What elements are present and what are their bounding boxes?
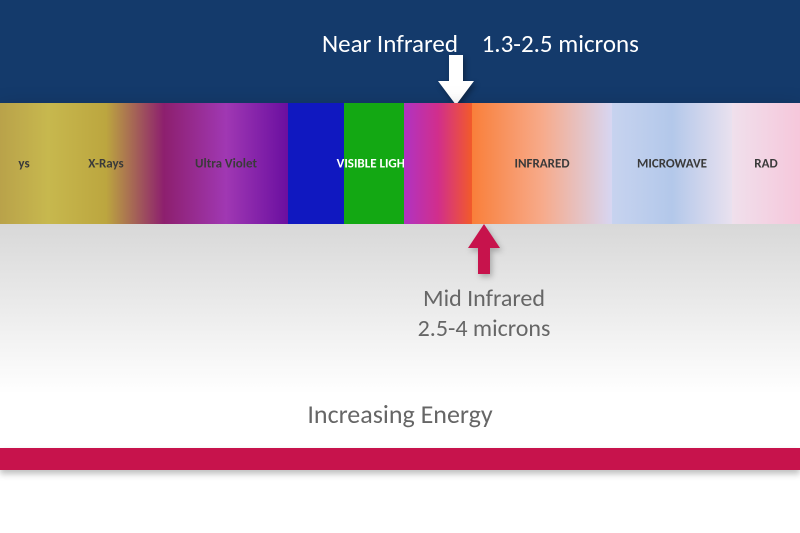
segment-radio: RAD [732, 103, 800, 224]
segment-label-gamma: ys [18, 156, 29, 171]
spectrum-strip: ys X-Rays Ultra Violet VISIBLE LIGHT INFRARE… [0, 103, 800, 224]
segment-micro: MICROWAVE [612, 103, 732, 224]
segment-xrays: X-Rays [48, 103, 164, 224]
lower-panel [0, 224, 800, 533]
segment-label-ir: INFRARED [514, 156, 569, 171]
spectrum-diagram: Near Infrared 1.3-2.5 microns ys X-Rays Ul… [0, 0, 800, 533]
segment-label-xrays: X-Rays [88, 156, 124, 171]
segment-label-visible: VISIBLE LIGHT [337, 156, 412, 171]
segment-vis-red [404, 103, 472, 224]
mid-infrared-range: 2.5-4 microns [418, 314, 551, 344]
segment-blue [288, 103, 344, 224]
segment-uv: Ultra Violet [164, 103, 288, 224]
arrow-down-icon [438, 55, 474, 105]
segment-gamma: ys [0, 103, 48, 224]
energy-bar [0, 448, 800, 470]
segment-label-uv: Ultra Violet [195, 156, 257, 171]
mid-infrared-label: Mid Infrared 2.5-4 microns [418, 284, 551, 344]
near-infrared-range: 1.3-2.5 microns [482, 28, 639, 59]
segment-ir: INFRARED [472, 103, 612, 224]
mid-infrared-name: Mid Infrared [418, 284, 551, 314]
segment-visible: VISIBLE LIGHT [344, 103, 404, 224]
segment-label-radio: RAD [754, 156, 777, 171]
segment-label-micro: MICROWAVE [637, 156, 707, 171]
near-infrared-label: Near Infrared 1.3-2.5 microns [322, 28, 639, 59]
increasing-energy-label: Increasing Energy [0, 398, 800, 430]
arrow-up-icon [468, 224, 500, 274]
